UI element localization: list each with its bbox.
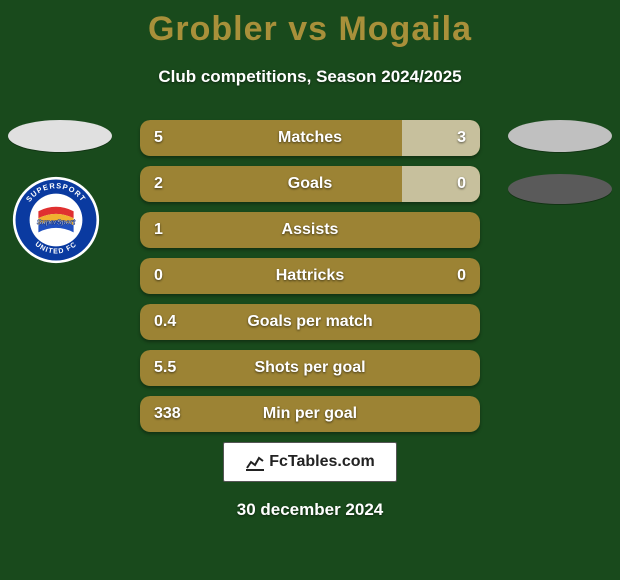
stat-row: 338Min per goal: [140, 396, 480, 432]
player-left-badge: [8, 120, 112, 152]
stat-value-right: 0: [457, 258, 466, 294]
stat-row: 0.4Goals per match: [140, 304, 480, 340]
page-title: Grobler vs Mogaila: [0, 0, 620, 49]
player-right-badge-2: [508, 174, 612, 204]
club-logo-left: SUPERSPORT UNITED FC SuperSport: [12, 176, 100, 264]
svg-text:SuperSport: SuperSport: [37, 219, 76, 226]
stat-label: Goals per match: [140, 304, 480, 340]
stat-label: Matches: [140, 120, 480, 156]
stats-bars: 5Matches32Goals01Assists0Hattricks00.4Go…: [140, 120, 480, 442]
stat-label: Hattricks: [140, 258, 480, 294]
subtitle: Club competitions, Season 2024/2025: [0, 67, 620, 87]
stat-label: Assists: [140, 212, 480, 248]
stat-label: Goals: [140, 166, 480, 202]
branding-badge: FcTables.com: [223, 442, 397, 482]
branding-icon: [245, 452, 265, 472]
date-text: 30 december 2024: [0, 500, 620, 520]
stat-row: 1Assists: [140, 212, 480, 248]
stat-value-right: 0: [457, 166, 466, 202]
player-right-badge: [508, 120, 612, 152]
stat-value-right: 3: [457, 120, 466, 156]
stat-row: 2Goals0: [140, 166, 480, 202]
stat-row: 5.5Shots per goal: [140, 350, 480, 386]
stat-label: Shots per goal: [140, 350, 480, 386]
branding-text: FcTables.com: [269, 453, 375, 471]
stat-row: 0Hattricks0: [140, 258, 480, 294]
stat-label: Min per goal: [140, 396, 480, 432]
stat-row: 5Matches3: [140, 120, 480, 156]
